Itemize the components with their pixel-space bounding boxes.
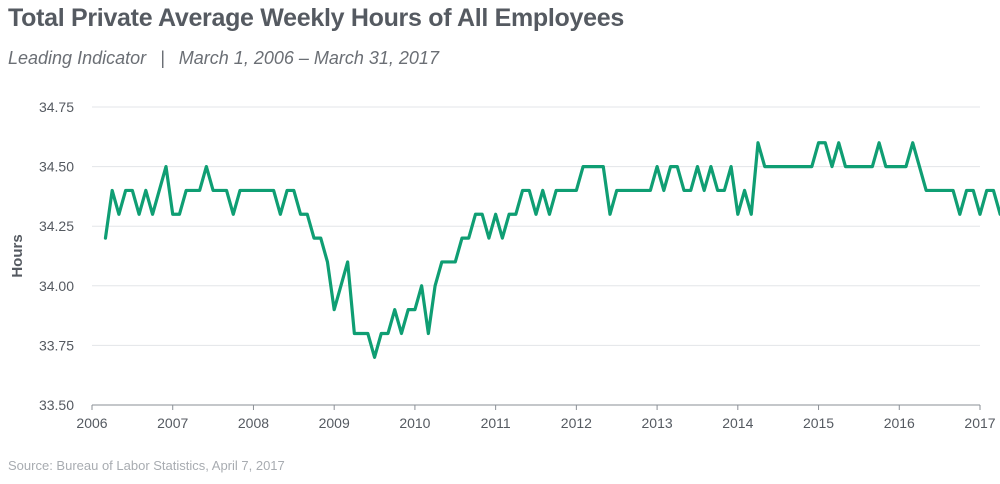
x-tick-label: 2006 xyxy=(76,415,107,431)
y-tick-label: 34.50 xyxy=(39,159,74,175)
x-tick-label: 2014 xyxy=(722,415,753,431)
x-axis: 2006 2007 2008 2009 2010 2011 2012 2013 2014 2015… xyxy=(76,404,996,431)
subtitle-date-range: March 1, 2006 – March 31, 2017 xyxy=(178,48,439,68)
gridlines xyxy=(92,106,980,406)
y-tick-label: 34.75 xyxy=(39,99,74,115)
y-tick-label: 33.75 xyxy=(39,337,74,353)
chart-subtitle: Leading Indicator | March 1, 2006 – March … xyxy=(8,48,439,69)
x-tick-label: 2007 xyxy=(157,415,188,431)
x-tick-label: 2008 xyxy=(238,415,269,431)
series-line xyxy=(103,141,1000,359)
source-note: Source: Bureau of Labor Statistics, Apri… xyxy=(8,458,285,473)
x-tick-label: 2013 xyxy=(642,415,673,431)
x-tick-label: 2017 xyxy=(964,415,995,431)
x-tick-label: 2010 xyxy=(399,415,430,431)
y-tick-label: 34.25 xyxy=(39,218,74,234)
x-tick-label: 2016 xyxy=(884,415,915,431)
x-tick-label: 2015 xyxy=(803,415,834,431)
data-points xyxy=(105,142,994,358)
y-axis-label: Hours xyxy=(9,234,26,277)
chart-title: Total Private Average Weekly Hours of Al… xyxy=(8,4,624,32)
y-tick-label: 33.50 xyxy=(39,397,74,413)
y-axis-ticks: 33.50 33.75 34.00 34.25 34.50 34.75 xyxy=(39,99,74,413)
x-tick-label: 2012 xyxy=(561,415,592,431)
x-tick-label: 2009 xyxy=(319,415,350,431)
subtitle-separator: | xyxy=(160,48,165,68)
y-tick-label: 34.00 xyxy=(39,278,74,294)
x-tick-label: 2011 xyxy=(481,415,511,431)
subtitle-indicator: Leading Indicator xyxy=(8,48,147,68)
